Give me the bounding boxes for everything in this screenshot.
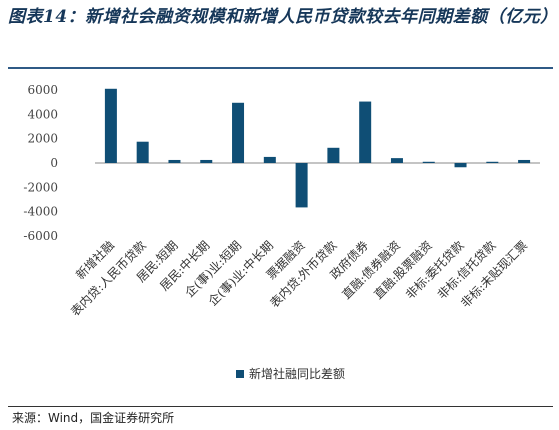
bars bbox=[104, 88, 531, 208]
bar bbox=[263, 156, 276, 163]
bar bbox=[390, 158, 403, 163]
bar bbox=[136, 141, 149, 163]
bar bbox=[168, 159, 181, 163]
bar-chart: 6000 4000 2000 0 -2000 -4000 -6000 新增社融表内贷:人民币… bbox=[23, 83, 540, 381]
bar bbox=[486, 161, 499, 163]
bar bbox=[104, 88, 117, 163]
y-tick-label: -4000 bbox=[23, 205, 58, 219]
y-tick-label: 0 bbox=[50, 156, 58, 170]
x-axis-labels: 新增社融表内贷:人民币贷款居民:短期居民:中长期企(事)业:短期企(事)业:中长… bbox=[68, 238, 530, 319]
y-tick-label: -2000 bbox=[23, 180, 58, 194]
bar bbox=[232, 102, 245, 163]
chart-title: 图表14：新增社会融资规模和新增人民币贷款较去年同期差额（亿元） bbox=[8, 7, 558, 27]
bar bbox=[359, 101, 372, 163]
bar bbox=[327, 147, 340, 163]
y-tick-label: -6000 bbox=[23, 229, 58, 243]
legend: 新增社融同比差额 bbox=[236, 366, 345, 381]
legend-swatch bbox=[236, 370, 244, 378]
source-note: 来源：Wind，国金证券研究所 bbox=[12, 411, 175, 425]
bar bbox=[454, 163, 467, 168]
bar bbox=[422, 161, 435, 163]
y-tick-label: 2000 bbox=[27, 132, 58, 146]
y-tick-label: 6000 bbox=[27, 83, 58, 97]
y-axis-ticks: 6000 4000 2000 0 -2000 -4000 -6000 bbox=[23, 83, 58, 243]
y-tick-label: 4000 bbox=[27, 107, 58, 121]
bar bbox=[518, 159, 531, 163]
bar bbox=[295, 163, 308, 208]
legend-label: 新增社融同比差额 bbox=[249, 366, 345, 381]
bar bbox=[200, 159, 213, 163]
title-divider bbox=[8, 67, 553, 69]
source-divider bbox=[8, 406, 553, 407]
